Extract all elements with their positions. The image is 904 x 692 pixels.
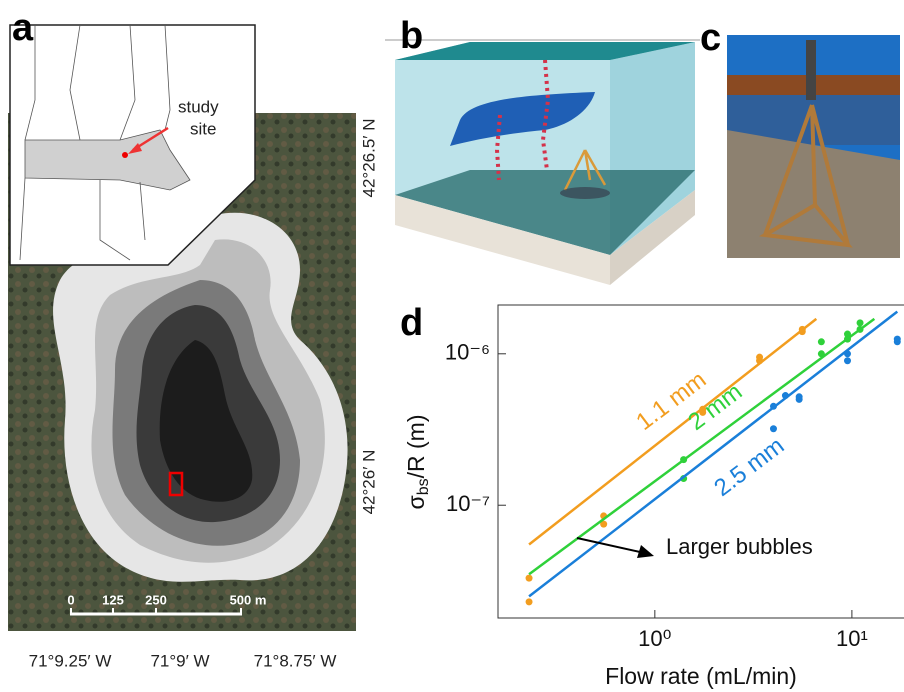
lat-label: 42°26′ N (359, 450, 378, 515)
data-point (856, 319, 864, 327)
inset-borders (19, 24, 171, 261)
y-tick-label: 10⁻⁶ (445, 340, 490, 365)
lake-deepest (159, 340, 253, 502)
series-label: 2.5 mm (709, 432, 789, 502)
data-point (525, 574, 533, 582)
y-label-symbol: σ (403, 495, 429, 509)
tank-diagram (385, 39, 700, 285)
panel-label: a (12, 7, 34, 49)
data-point (856, 325, 864, 333)
panel-label: b (400, 15, 423, 57)
sediment-side (610, 190, 695, 285)
y-axis-label: σbs/R (m) (403, 415, 432, 510)
plot-frame (497, 304, 904, 619)
map-panel: 0 125 250 500 m study site 42°26.5′ N 42… (8, 24, 378, 670)
inset-label: site (190, 119, 216, 138)
panel-label: d (400, 302, 423, 344)
data-point (781, 392, 789, 400)
scale-label: 0 (67, 592, 74, 607)
data-point (525, 598, 533, 606)
x-tick-label: 10¹ (836, 626, 868, 651)
lon-label: 71°9.25′ W (29, 651, 112, 670)
study-box (168, 471, 184, 497)
inset-label: study (178, 97, 219, 116)
y-label-subscript: bs (415, 478, 432, 495)
photo-instrument (806, 40, 816, 100)
data-point (844, 335, 852, 343)
data-point (798, 328, 806, 336)
data-point (756, 357, 764, 365)
fit-line (528, 317, 876, 576)
data-point (844, 350, 852, 358)
data-point (769, 402, 777, 410)
annotation: Larger bubbles (666, 534, 813, 559)
sonar-beam (450, 92, 595, 146)
lake-bed (395, 170, 695, 255)
annotation-arrowhead (637, 545, 654, 558)
lon-label: 71°8.75′ W (254, 651, 337, 670)
data-point (699, 408, 707, 416)
y-label-rest: /R (m) (403, 415, 429, 479)
data-point (893, 338, 901, 346)
lon-label: 71°9′ W (150, 651, 209, 670)
data-point (600, 520, 608, 528)
data-point (844, 357, 852, 365)
photo (727, 35, 900, 258)
data-point (817, 350, 825, 358)
water-surface (395, 42, 695, 60)
x-tick-label: 10⁰ (638, 626, 671, 651)
y-tick-label: 10⁻⁷ (446, 491, 490, 516)
sediment-front (395, 195, 610, 285)
tripod-shadow (560, 187, 610, 199)
tripod (563, 149, 607, 191)
panel-label: c (700, 17, 721, 59)
data-point (817, 338, 825, 346)
data-point (769, 425, 777, 433)
inset-state (24, 129, 191, 191)
data-point (680, 456, 688, 464)
fit-line (528, 310, 899, 598)
fit-line (528, 317, 818, 546)
scale-label: 250 (145, 592, 167, 607)
site-arrowhead (128, 143, 142, 154)
annotation-arrow (576, 537, 641, 553)
data-point (795, 393, 803, 401)
scale-label: 125 (102, 592, 124, 607)
lat-label: 42°26.5′ N (359, 119, 378, 198)
bubble-plume (494, 59, 551, 181)
scale-label: 500 m (230, 592, 267, 607)
x-axis-label: Flow rate (mL/min) (605, 663, 797, 689)
photo-tripod (758, 104, 853, 248)
site-dot (122, 152, 128, 158)
data-point (844, 330, 852, 338)
